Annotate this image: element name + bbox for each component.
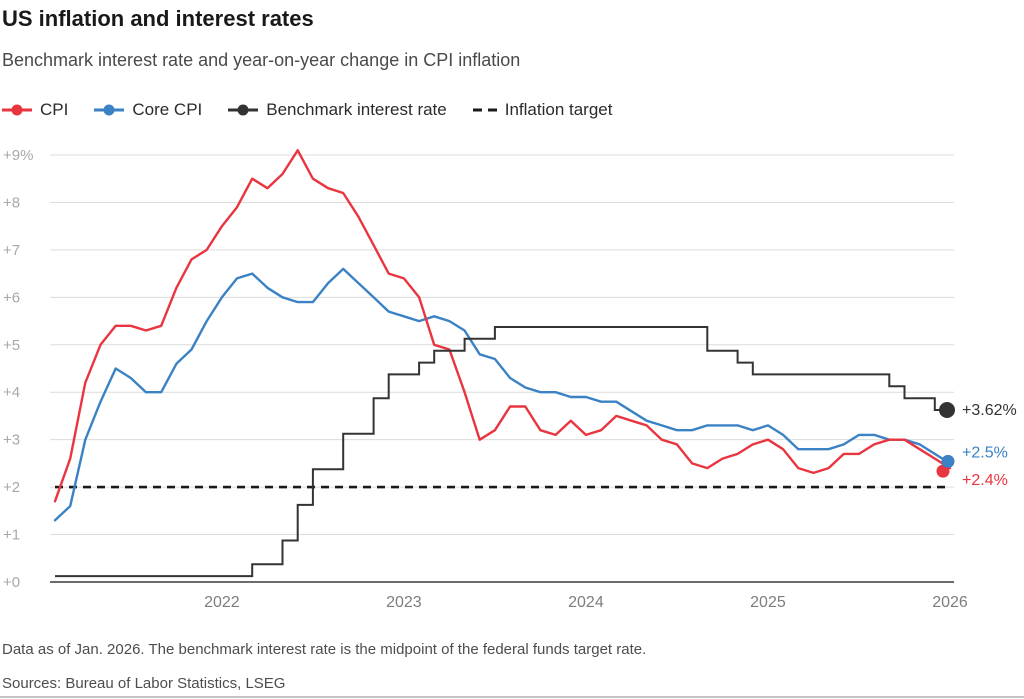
benchmark-rate-line-dot-marker	[228, 103, 259, 117]
bottom-divider	[0, 696, 1024, 698]
page-title: US inflation and interest rates	[2, 6, 314, 31]
legend-label-cpi: CPI	[40, 100, 69, 119]
legend-item-cpi: CPI	[2, 100, 68, 120]
legend: CPI Core CPI Benchmark interest rate Inf…	[2, 100, 612, 120]
legend-label-core-cpi: Core CPI	[132, 100, 203, 119]
y-tick-label: +5	[3, 337, 20, 354]
legend-label-inflation-target: Inflation target	[504, 100, 613, 119]
cpi-end-label: +2.4%	[962, 472, 1008, 489]
series-line-core-cpi	[53, 267, 952, 522]
inflation-target-dashed-marker	[472, 103, 497, 117]
legend-label-benchmark-rate: Benchmark interest rate	[266, 100, 447, 119]
series-line-cpi	[53, 149, 952, 503]
x-tick-label: 2023	[386, 594, 422, 611]
legend-item-core-cpi: Core CPI	[94, 100, 202, 120]
y-tick-label: +8	[3, 194, 20, 211]
sources-note: Sources: Bureau of Labor Statistics, LSE…	[2, 675, 286, 692]
y-tick-label: +0	[3, 574, 20, 591]
core-cpi-end-dot	[941, 454, 955, 468]
core-cpi-line-dot-marker	[94, 103, 125, 117]
x-tick-label: 2026	[932, 594, 968, 611]
y-tick-label: +2	[3, 479, 20, 496]
y-tick-label: +3	[3, 432, 20, 449]
data-note: Data as of Jan. 2026. The benchmark inte…	[2, 641, 647, 658]
x-tick-label: 2022	[204, 594, 240, 611]
y-tick-label: +7	[3, 242, 20, 259]
legend-item-inflation-target: Inflation target	[472, 100, 613, 120]
y-tick-label: +6	[3, 289, 20, 306]
x-tick-label: 2024	[568, 594, 604, 611]
chart-subtitle: Benchmark interest rate and year-on-year…	[2, 50, 521, 70]
cpi-end-dot	[936, 464, 950, 478]
y-tick-label: +9%	[3, 147, 33, 164]
y-tick-label: +1	[3, 527, 20, 544]
line-chart: +0 +1 +2 +3 +4 +5 +6 +7 +8 +9% 2022 2023 2024 2025 202…	[3, 147, 1017, 611]
y-tick-label: +4	[3, 384, 20, 401]
x-tick-label: 2025	[750, 594, 786, 611]
legend-item-benchmark-rate: Benchmark interest rate	[228, 100, 447, 120]
benchmark-rate-end-dot	[939, 402, 955, 419]
series-step-benchmark-interest-rate	[55, 326, 950, 578]
core-cpi-end-label: +2.5%	[962, 444, 1008, 461]
cpi-line-dot-marker	[2, 103, 32, 117]
benchmark-rate-end-label: +3.62%	[962, 402, 1017, 419]
